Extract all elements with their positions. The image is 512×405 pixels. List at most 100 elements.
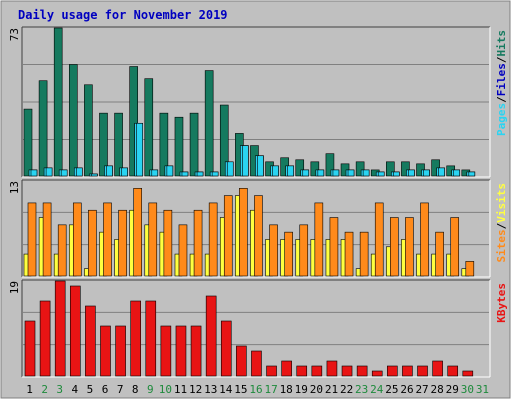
- x-tick-label: 9: [147, 383, 154, 396]
- bar-visits: [329, 217, 339, 277]
- bar-kbytes: [130, 300, 141, 377]
- legend-kbytes: KBytes: [495, 283, 508, 323]
- bar-kbytes: [69, 285, 81, 377]
- bar-hits: [401, 161, 410, 177]
- bar-pages: [136, 122, 143, 177]
- bar-kbytes: [100, 325, 111, 377]
- bar-pages: [332, 169, 340, 177]
- bar-hits: [99, 112, 108, 177]
- bar-visits: [435, 231, 444, 277]
- bar-visits: [344, 231, 354, 277]
- x-tick-label: 29: [446, 383, 459, 396]
- x-tick-label: 31: [476, 383, 489, 396]
- bar-pages: [166, 165, 174, 177]
- bar-pages: [30, 169, 38, 177]
- bar-hits: [114, 112, 123, 177]
- x-tick-label: 23: [355, 383, 368, 396]
- x-tick-label: 24: [370, 383, 384, 396]
- bar-pages: [423, 169, 430, 177]
- bar-kbytes: [387, 365, 398, 377]
- bar-pages: [468, 171, 476, 177]
- bar-kbytes: [39, 300, 51, 377]
- x-tick-label: 11: [174, 383, 187, 396]
- bar-hits: [189, 112, 199, 177]
- x-tick-label: 7: [117, 383, 124, 396]
- x-tick-label: 4: [72, 383, 79, 396]
- x-tick-label: 27: [415, 383, 428, 396]
- bar-hits: [310, 161, 320, 177]
- bar-kbytes: [145, 300, 157, 377]
- bar-kbytes: [462, 370, 474, 377]
- bar-pages: [302, 169, 310, 177]
- bar-kbytes: [236, 345, 247, 377]
- x-tick-label: 3: [56, 383, 63, 396]
- bar-pages: [60, 169, 68, 177]
- bar-visits: [269, 224, 278, 277]
- x-tick-label: 20: [310, 383, 323, 396]
- bar-kbytes: [432, 360, 443, 377]
- bar-visits: [57, 224, 67, 277]
- legend: KBytes: [495, 283, 508, 323]
- bar-hits: [325, 153, 335, 177]
- bar-pages: [75, 167, 83, 177]
- bar-kbytes: [402, 365, 413, 377]
- bar-kbytes: [296, 365, 308, 377]
- bar-visits: [405, 217, 414, 277]
- bar-pages: [242, 145, 249, 177]
- bar-pages: [211, 171, 219, 177]
- legend-files: Files: [495, 63, 508, 96]
- bar-visits: [420, 202, 429, 277]
- x-tick-label: 13: [204, 383, 217, 396]
- bar-hits: [129, 66, 138, 177]
- bar-hits: [386, 161, 395, 177]
- x-tick-label: 2: [41, 383, 48, 396]
- bar-kbytes: [205, 295, 217, 377]
- x-tick-label: 25: [385, 383, 398, 396]
- bar-hits: [38, 80, 48, 177]
- bar-kbytes: [266, 365, 277, 377]
- bar-pages: [91, 173, 98, 177]
- x-tick-label: 16: [249, 383, 262, 396]
- bar-pages: [106, 165, 113, 177]
- x-tick-label: 30: [461, 383, 474, 396]
- x-tick-label: 21: [325, 383, 338, 396]
- bar-pages: [226, 161, 234, 177]
- bar-visits: [284, 231, 293, 277]
- x-tick-label: 26: [400, 383, 413, 396]
- bar-hits: [84, 84, 93, 177]
- y-max-label: 13: [8, 181, 21, 194]
- bar-kbytes: [251, 350, 262, 377]
- bar-kbytes: [160, 325, 172, 377]
- bar-hits: [159, 112, 169, 177]
- x-tick-label: 14: [219, 383, 233, 396]
- bar-kbytes: [311, 365, 323, 377]
- x-tick-label: 12: [189, 383, 202, 396]
- x-tick-label: 17: [264, 383, 277, 396]
- bar-visits: [88, 209, 97, 277]
- bar-hits: [355, 161, 365, 177]
- bar-visits: [148, 202, 158, 277]
- legend-sep2: /: [495, 56, 508, 63]
- bar-pages: [181, 171, 189, 177]
- bar-kbytes: [341, 365, 353, 377]
- bar-kbytes: [281, 360, 292, 377]
- bar-visits: [374, 202, 384, 277]
- x-axis-labels: 1 2 3 4 5 6 7 8 9 10 11 12 13 14 15 16 17 18 19 20 21 22 23 24 2…: [26, 383, 489, 396]
- bar-pages: [408, 169, 415, 177]
- bar-hits: [219, 104, 229, 177]
- chart-title: Daily usage for November 2019: [18, 8, 228, 22]
- bar-visits: [118, 209, 127, 277]
- bar-pages: [317, 169, 325, 177]
- bar-pages: [377, 171, 385, 177]
- x-tick-label: 1: [26, 383, 33, 396]
- x-tick-label: 5: [87, 383, 94, 396]
- legend-sites: Sites: [495, 229, 508, 262]
- bar-pages: [287, 165, 294, 177]
- legend: Sites/Visits: [495, 183, 508, 263]
- legend-hits: Hits: [495, 30, 508, 57]
- bar-pages: [151, 169, 159, 177]
- bar-kbytes: [190, 325, 202, 377]
- bar-kbytes: [417, 365, 428, 377]
